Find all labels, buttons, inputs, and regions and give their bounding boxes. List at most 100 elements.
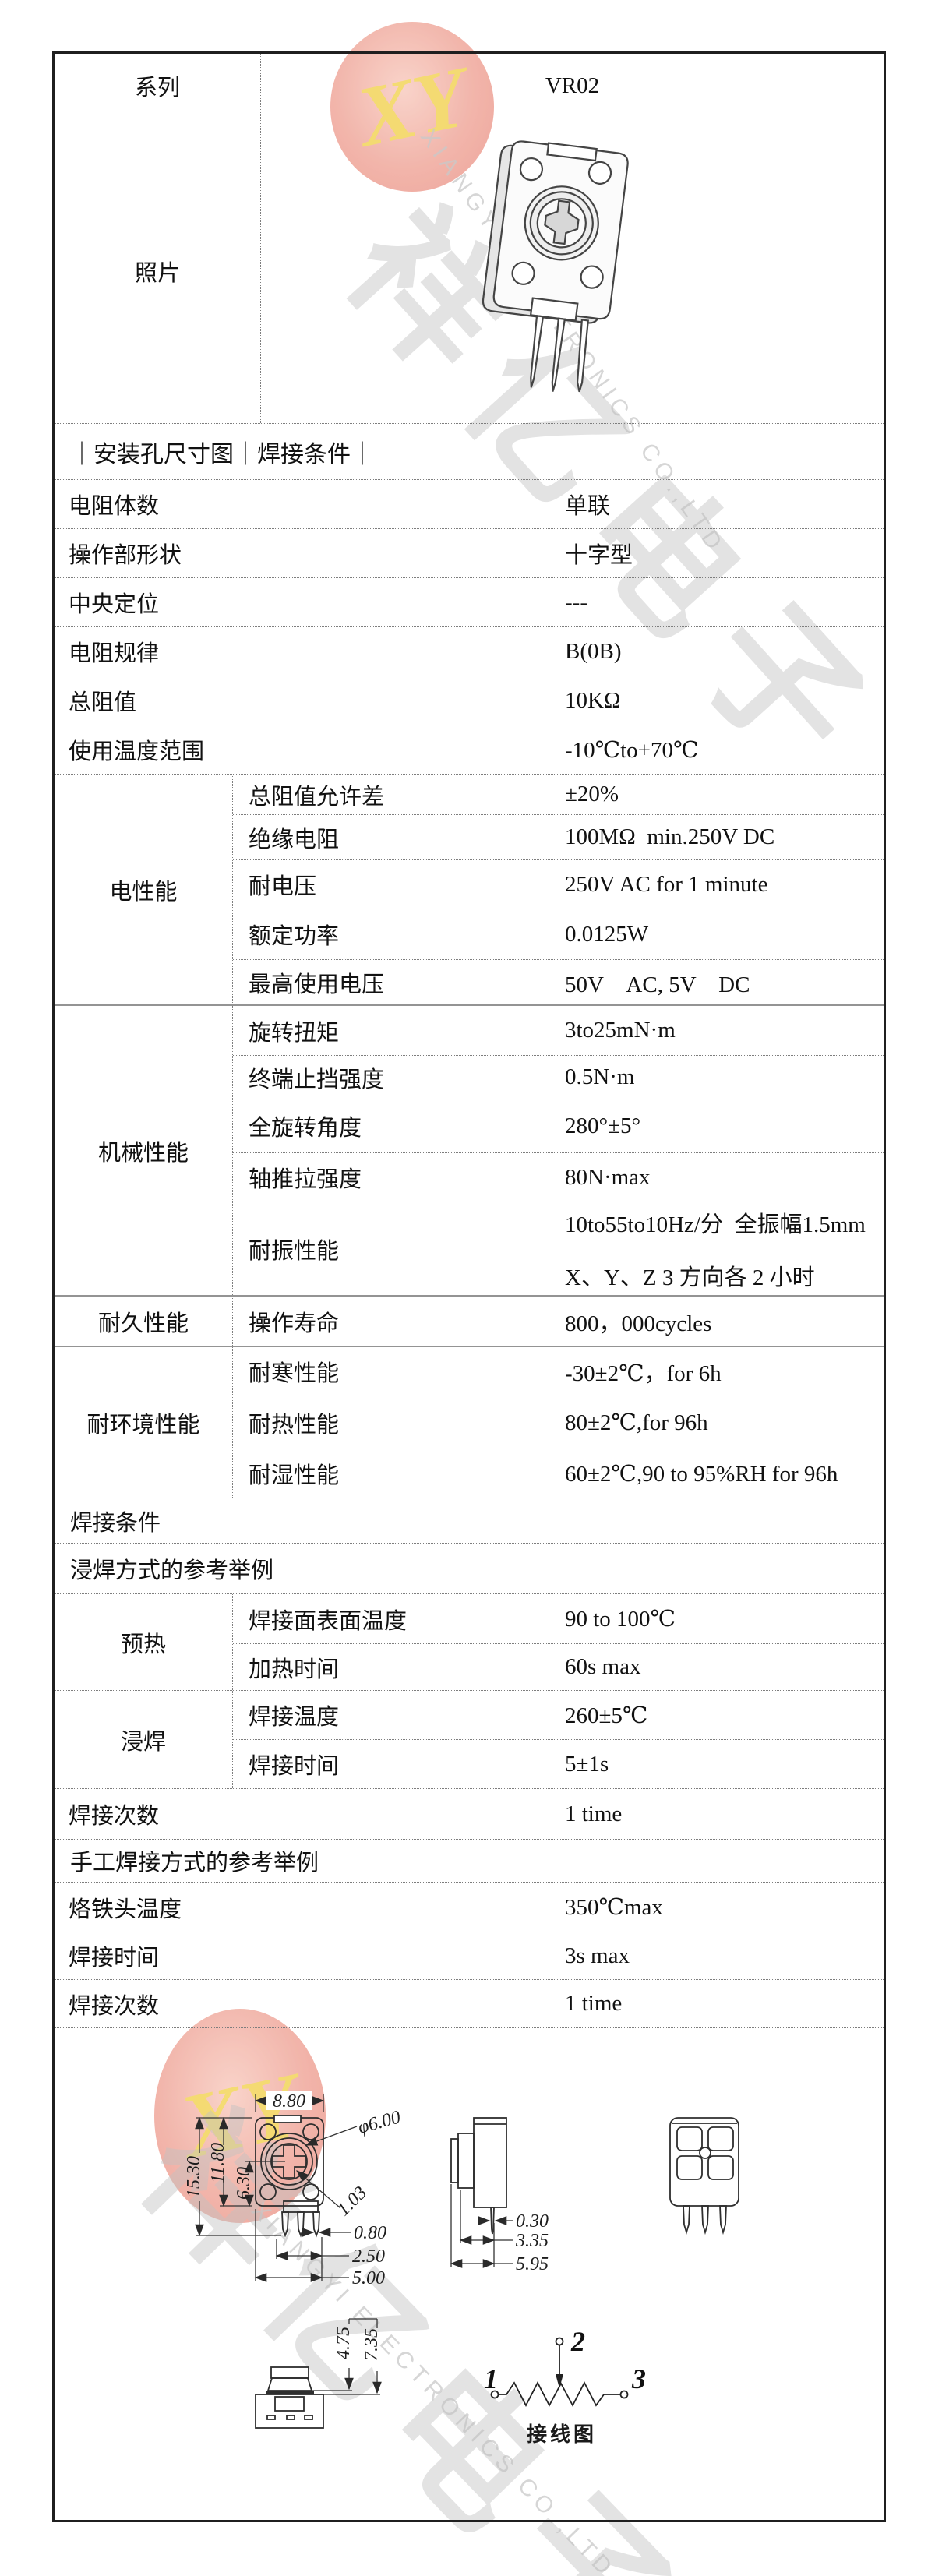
dim-front-diameter: φ6.00 <box>356 2107 403 2137</box>
spec-label: 轴推拉强度 <box>233 1153 552 1202</box>
wiring-pin-2: 2 <box>570 2326 585 2357</box>
spec-label: 焊接时间 <box>55 1932 552 1979</box>
table-row: 额定功率 0.0125W <box>233 909 884 959</box>
series-label: 系列 <box>55 54 261 118</box>
spec-value: 60s max <box>565 1654 641 1679</box>
table-row: 焊接次数 1 time <box>55 1788 884 1839</box>
table-row-series: 系列 VR02 <box>55 54 884 118</box>
spec-value: -30±2℃，for 6h <box>565 1361 722 1386</box>
table-row: 焊接温度 260±5℃ <box>233 1691 884 1739</box>
spec-label: 耐振性能 <box>233 1202 552 1295</box>
spec-label: 电阻规律 <box>55 627 552 676</box>
spec-value: 十字型 <box>565 543 633 568</box>
spec-label: 焊接面表面温度 <box>233 1594 552 1643</box>
spec-label: 焊接时间 <box>233 1740 552 1788</box>
table-row: 旋转扭矩 3to25mN·m <box>233 1006 884 1055</box>
table-row: 耐振性能 10to55to10Hz/分 全振幅1.5mm X、Y、Z 3 方向各… <box>233 1202 884 1295</box>
group-label: 机械性能 <box>55 1006 233 1295</box>
table-row: 加热时间 60s max <box>233 1643 884 1690</box>
table-row: 电阻规律 B(0B) <box>55 626 884 676</box>
table-row: 中央定位 --- <box>55 577 884 626</box>
spec-label: 绝缘电阻 <box>233 815 552 859</box>
spec-label: 焊接次数 <box>55 1789 552 1839</box>
table-row: 焊接时间 5±1s <box>233 1739 884 1788</box>
dim-side-2: 3.35 <box>515 2231 549 2251</box>
dim-front-width: 8.80 <box>273 2091 305 2112</box>
spec-value: 0.5N·m <box>565 1064 635 1089</box>
spec-value: 80N·max <box>565 1164 651 1190</box>
dim-side-3: 5.95 <box>516 2254 549 2274</box>
spec-label: 烙铁头温度 <box>55 1883 552 1932</box>
dim-front-bottom-1: 0.80 <box>354 2223 386 2243</box>
table-row: 耐电压 250V AC for 1 minute <box>233 859 884 909</box>
dim-front-height-1: 15.30 <box>184 2156 204 2198</box>
spec-value-line1: 10to55to10Hz/分 全振幅1.5mm <box>565 1212 866 1237</box>
spec-value: 1 time <box>565 1801 623 1826</box>
table-row: 全旋转角度 280°±5° <box>233 1099 884 1152</box>
group-label: 电性能 <box>55 775 233 1004</box>
table-row: 操作寿命 800，000cycles <box>233 1297 884 1346</box>
dimension-drawing-row: 8.80 15.30 11.80 6.30 φ6.00 1.03 0.80 2.… <box>55 2027 884 2520</box>
spec-label: 操作部形状 <box>55 529 552 577</box>
spec-value: 260±5℃ <box>565 1703 648 1728</box>
wiring-label: 接线图 <box>527 2423 597 2446</box>
spec-label: 操作寿命 <box>233 1297 552 1346</box>
spec-value: 90 to 100℃ <box>565 1607 676 1632</box>
spec-value: 250V AC for 1 minute <box>565 871 768 897</box>
spec-value: 10KΩ <box>565 687 621 713</box>
spec-label: 最高使用电压 <box>233 960 552 1004</box>
table-row: 最高使用电压 50V AC, 5V DC <box>233 959 884 1004</box>
photo-label: 照片 <box>55 118 261 423</box>
table-row: 耐湿性能 60±2℃,90 to 95%RH for 96h <box>233 1449 884 1498</box>
dim-front-bottom-2: 2.50 <box>352 2246 385 2267</box>
spec-table: 系列 VR02 照片 <box>52 51 886 2522</box>
dim-profile-1: 4.75 <box>333 2327 354 2359</box>
spec-label: 总阻值 <box>55 676 552 725</box>
dim-front-slot: 1.03 <box>333 2183 371 2220</box>
spec-label: 耐寒性能 <box>233 1347 552 1396</box>
spec-label: 耐湿性能 <box>233 1449 552 1498</box>
dimension-drawing: 8.80 15.30 11.80 6.30 φ6.00 1.03 0.80 2.… <box>184 2091 739 2446</box>
group-durability: 耐久性能 操作寿命 800，000cycles <box>55 1295 884 1346</box>
group-electrical: 电性能 总阻值允许差 ±20% 绝缘电阻 100MΩ min.250V DC 耐… <box>55 774 884 1004</box>
dim-front-bottom-3: 5.00 <box>352 2268 385 2288</box>
group-mechanical: 机械性能 旋转扭矩 3to25mN·m 终端止挡强度 0.5N·m 全旋转角度 … <box>55 1004 884 1295</box>
spec-value-line2: X、Y、Z 3 方向各 2 小时 <box>565 1265 815 1290</box>
spec-value: -10℃to+70℃ <box>565 737 699 763</box>
table-row: 焊接次数 1 time <box>55 1979 884 2027</box>
table-row: 电阻体数 单联 <box>55 479 884 528</box>
group-dip: 浸焊 焊接温度 260±5℃ 焊接时间 5±1s <box>55 1690 884 1788</box>
spec-value: 1 time <box>565 1991 623 2016</box>
table-row: 使用温度范围 -10℃to+70℃ <box>55 725 884 774</box>
group-preheat: 预热 焊接面表面温度 90 to 100℃ 加热时间 60s max <box>55 1593 884 1690</box>
spec-value: 50V AC, 5V DC <box>565 972 750 997</box>
spec-value: 800，000cycles <box>565 1311 712 1336</box>
spec-label: 终端止挡强度 <box>233 1056 552 1099</box>
table-row: 烙铁头温度 350℃max <box>55 1882 884 1932</box>
section-title: ｜安装孔尺寸图｜焊接条件｜ <box>55 423 884 479</box>
series-value: VR02 <box>545 72 600 98</box>
solder-condition-title: 焊接条件 <box>55 1498 884 1543</box>
spec-value: --- <box>565 589 587 615</box>
spec-label: 全旋转角度 <box>233 1099 552 1152</box>
table-row: 焊接时间 3s max <box>55 1932 884 1979</box>
table-row: 焊接面表面温度 90 to 100℃ <box>233 1594 884 1643</box>
spec-label: 旋转扭矩 <box>233 1006 552 1055</box>
spec-value: 10to55to10Hz/分 全振幅1.5mm X、Y、Z 3 方向各 2 小时 <box>552 1202 884 1295</box>
dim-front-height-3: 6.30 <box>234 2167 254 2200</box>
spec-value: 280°±5° <box>565 1113 641 1138</box>
dim-front-height-2: 11.80 <box>208 2143 228 2183</box>
spec-value: B(0B) <box>565 638 622 664</box>
spec-value: 5±1s <box>565 1751 609 1777</box>
spec-value: 3s max <box>565 1943 630 1968</box>
hand-solder-title: 手工焊接方式的参考举例 <box>55 1839 884 1882</box>
dim-profile-2: 7.35 <box>362 2328 382 2361</box>
spec-label: 焊接温度 <box>233 1691 552 1739</box>
spec-value: 350℃max <box>565 1895 663 1920</box>
group-label: 浸焊 <box>55 1691 233 1788</box>
table-row: 绝缘电阻 100MΩ min.250V DC <box>233 814 884 859</box>
spec-label: 加热时间 <box>233 1644 552 1690</box>
spec-value: 80±2℃,for 96h <box>565 1410 708 1435</box>
table-row: 操作部形状 十字型 <box>55 528 884 577</box>
dim-side-1: 0.30 <box>516 2211 549 2232</box>
